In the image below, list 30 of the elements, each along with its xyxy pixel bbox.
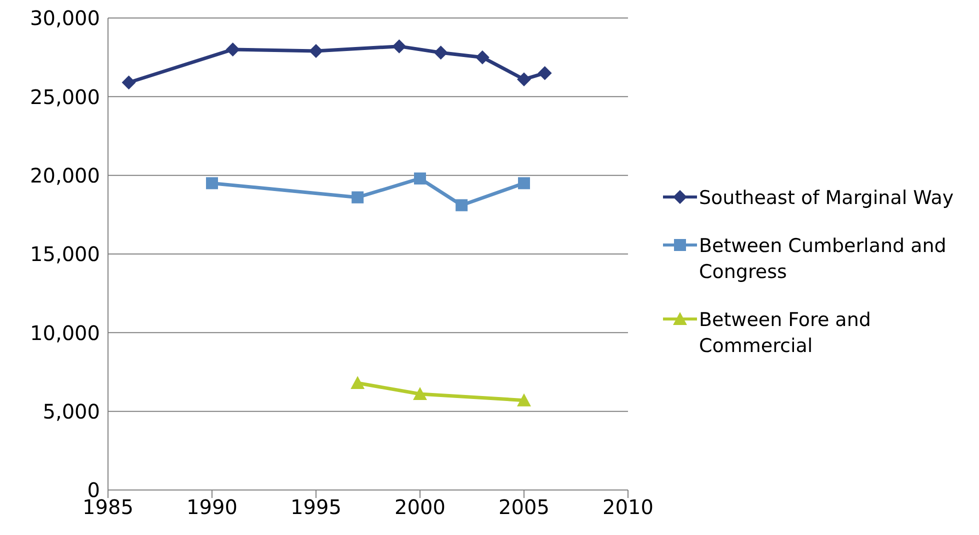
point — [434, 46, 448, 60]
point — [456, 199, 468, 212]
y-tick-label: 15,000 — [30, 242, 100, 266]
point — [206, 177, 218, 190]
point — [413, 387, 427, 400]
point — [352, 191, 364, 204]
legend-label: Southeast of Marginal Way — [699, 186, 954, 210]
x-tick-label: 2000 — [394, 495, 446, 520]
x-tick-label: 1990 — [186, 495, 238, 520]
y-tick-label: 25,000 — [30, 84, 100, 109]
y-tick-label: 20,000 — [30, 163, 100, 188]
point — [392, 39, 406, 54]
point — [226, 42, 240, 56]
point — [538, 66, 552, 80]
legend-label: Between Fore and Commercial — [699, 308, 872, 358]
x-tick-label: 2010 — [602, 495, 654, 520]
point — [414, 172, 426, 184]
point — [350, 376, 365, 390]
point — [518, 177, 530, 190]
y-tick-label: 30,000 — [30, 6, 100, 30]
legend-label: Between Cumberland and Congress — [699, 234, 948, 284]
point — [475, 50, 490, 64]
y-tick-label: 10,000 — [30, 320, 100, 345]
point — [122, 76, 136, 90]
point — [517, 393, 531, 406]
x-tick-label: 1995 — [290, 495, 342, 520]
y-tick-label: 5,000 — [42, 399, 100, 424]
point — [309, 44, 323, 58]
x-tick-label: 2005 — [498, 495, 550, 520]
point — [517, 72, 531, 86]
